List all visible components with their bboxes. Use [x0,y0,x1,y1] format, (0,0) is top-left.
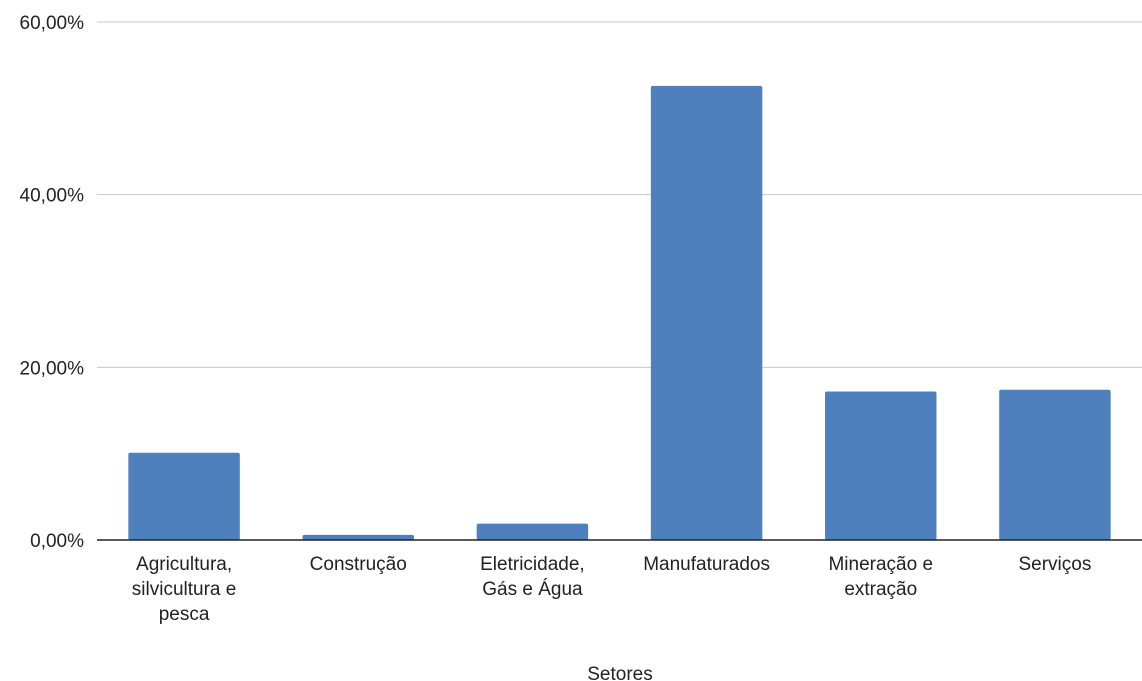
bars [128,85,1111,541]
x-axis-title: Setores [587,664,652,681]
y-tick-label: 60,00% [20,13,85,34]
x-category-label: Eletricidade, Gás e Água [480,554,585,600]
y-tick-label: 40,00% [20,186,85,207]
x-category-label: Manufaturados [643,554,770,575]
x-category-label: Serviços [1018,554,1091,575]
bar [302,534,414,540]
gridlines [97,21,1142,368]
x-category-label: Agricultura, silvicultura e pesca [132,554,237,625]
bar [999,389,1111,540]
bar [128,452,240,540]
x-category-labels: Agricultura, silvicultura e pesca Construçã… [132,554,1092,625]
y-tick-label: 0,00% [30,531,84,552]
x-category-label: Construção [310,554,407,575]
bar [476,523,589,540]
x-category-label: Mineração e extração [828,554,933,600]
bar [825,391,937,540]
y-tick-label: 20,00% [20,358,85,379]
bar [650,85,763,541]
y-tick-labels: 0,00% 20,00% 40,00% 60,00% [20,13,85,552]
